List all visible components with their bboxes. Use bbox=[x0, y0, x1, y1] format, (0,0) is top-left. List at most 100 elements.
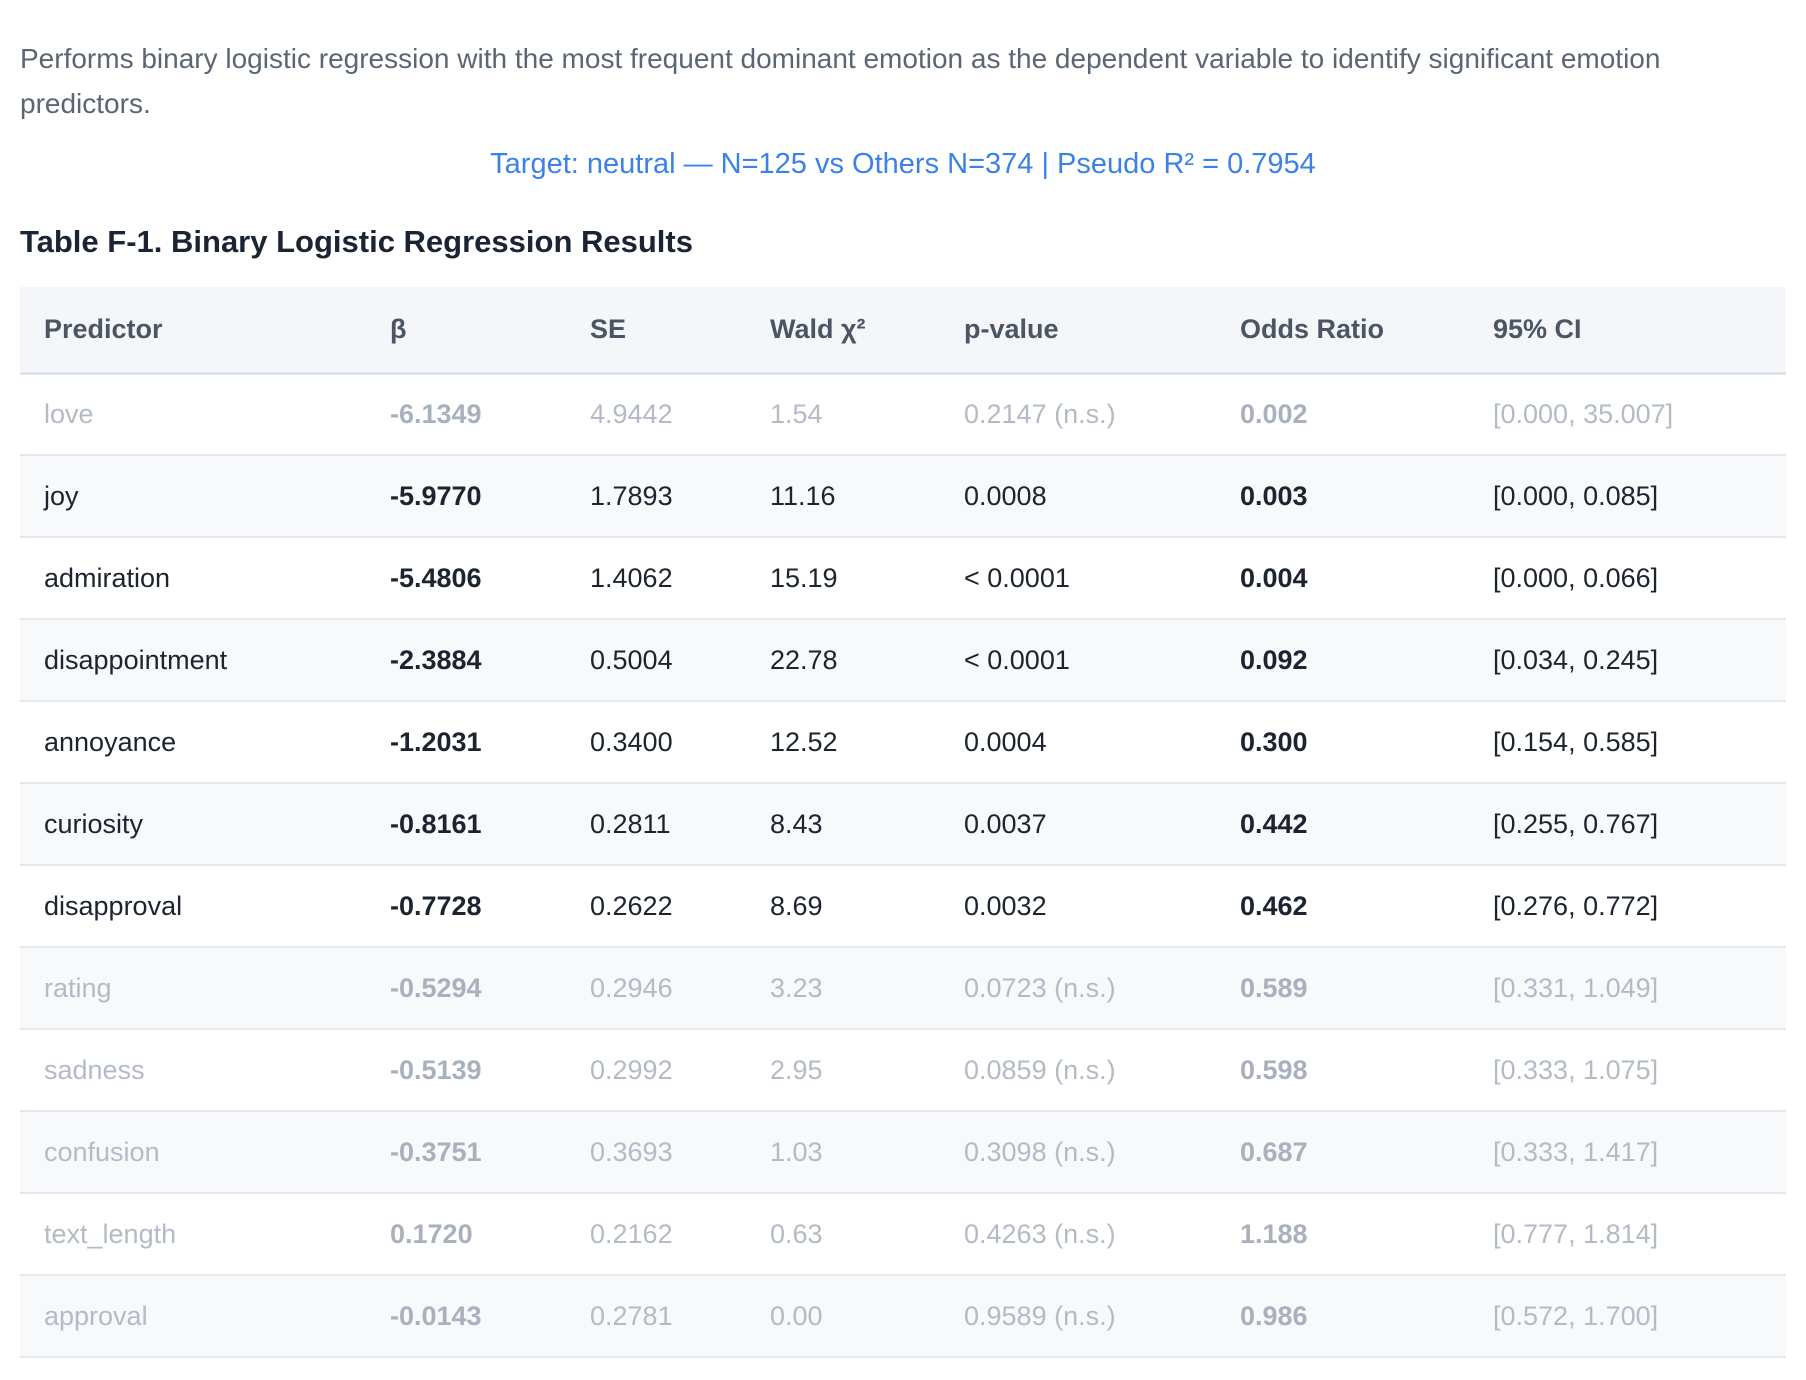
cell-ci: [0.331, 1.049] bbox=[1469, 947, 1786, 1030]
cell-odds-ratio: 0.986 bbox=[1216, 1275, 1469, 1358]
cell-p-value: 0.9589 (n.s.) bbox=[940, 1275, 1216, 1358]
cell-p-value: 0.0037 bbox=[940, 783, 1216, 866]
table-header-row: Predictor β SE Wald χ² p-value Odds Rati… bbox=[20, 287, 1786, 375]
cell-beta: -6.1349 bbox=[366, 373, 566, 456]
cell-se: 0.2992 bbox=[566, 1029, 746, 1112]
cell-wald: 1.54 bbox=[746, 373, 940, 456]
cell-ci: [0.000, 35.007] bbox=[1469, 373, 1786, 456]
table-row: annoyance -1.2031 0.3400 12.52 0.0004 0.300 [0… bbox=[20, 701, 1786, 784]
cell-beta: -0.5139 bbox=[366, 1029, 566, 1112]
model-summary: Target: neutral — N=125 vs Others N=374 … bbox=[490, 148, 1316, 180]
cell-p-value: 0.0008 bbox=[940, 455, 1216, 538]
cell-ci: [0.333, 1.417] bbox=[1469, 1111, 1786, 1194]
cell-odds-ratio: 0.462 bbox=[1216, 865, 1469, 948]
cell-p-value: < 0.0001 bbox=[940, 537, 1216, 620]
cell-se: 0.2162 bbox=[566, 1193, 746, 1276]
cell-beta: -2.3884 bbox=[366, 619, 566, 702]
cell-predictor: confusion bbox=[20, 1111, 366, 1194]
cell-p-value: 0.3098 (n.s.) bbox=[940, 1111, 1216, 1194]
cell-odds-ratio: 0.004 bbox=[1216, 537, 1469, 620]
cell-p-value: 0.4263 (n.s.) bbox=[940, 1193, 1216, 1276]
table-row: disapproval -0.7728 0.2622 8.69 0.0032 0.462[… bbox=[20, 865, 1786, 948]
cell-odds-ratio: 0.002 bbox=[1216, 373, 1469, 456]
cell-odds-ratio: 1.188 bbox=[1216, 1193, 1469, 1276]
table-row: confusion -0.3751 0.3693 1.03 0.3098 (n.s.) 0… bbox=[20, 1111, 1786, 1194]
cell-odds-ratio: 0.300 bbox=[1216, 701, 1469, 784]
cell-se: 0.3693 bbox=[566, 1111, 746, 1194]
table-row: disappointment -2.3884 0.5004 22.78 < 0.0001… bbox=[20, 619, 1786, 702]
cell-predictor: love bbox=[20, 373, 366, 456]
cell-se: 0.2946 bbox=[566, 947, 746, 1030]
column-header-beta: β bbox=[366, 287, 566, 375]
cell-predictor: rating bbox=[20, 947, 366, 1030]
cell-ci: [0.777, 1.814] bbox=[1469, 1193, 1786, 1276]
table-row: text_length 0.1720 0.2162 0.63 0.4263 (n.s.)… bbox=[20, 1193, 1786, 1276]
page-description: Performs binary logistic regression with… bbox=[20, 43, 1661, 119]
cell-ci: [0.572, 1.700] bbox=[1469, 1275, 1786, 1358]
column-header-predictor: Predictor bbox=[20, 287, 366, 375]
cell-se: 0.2811 bbox=[566, 783, 746, 866]
cell-predictor: admiration bbox=[20, 537, 366, 620]
regression-results-table: Predictor β SE Wald χ² p-value Odds Rati… bbox=[20, 287, 1786, 1358]
cell-beta: -0.0143 bbox=[366, 1275, 566, 1358]
cell-beta: -5.9770 bbox=[366, 455, 566, 538]
cell-p-value: 0.0859 (n.s.) bbox=[940, 1029, 1216, 1112]
cell-wald: 1.03 bbox=[746, 1111, 940, 1194]
table-title: Table F-1. Binary Logistic Regression Re… bbox=[20, 224, 693, 259]
cell-wald: 22.78 bbox=[746, 619, 940, 702]
table-row: joy -5.9770 1.7893 11.16 0.0008 0.003 [0.000, … bbox=[20, 455, 1786, 538]
cell-odds-ratio: 0.598 bbox=[1216, 1029, 1469, 1112]
column-header-p-value: p-value bbox=[940, 287, 1216, 375]
cell-se: 1.4062 bbox=[566, 537, 746, 620]
cell-p-value: 0.2147 (n.s.) bbox=[940, 373, 1216, 456]
cell-odds-ratio: 0.092 bbox=[1216, 619, 1469, 702]
column-header-ci: 95% CI bbox=[1469, 287, 1786, 375]
cell-ci: [0.255, 0.767] bbox=[1469, 783, 1786, 866]
column-header-wald: Wald χ² bbox=[746, 287, 940, 375]
cell-odds-ratio: 0.687 bbox=[1216, 1111, 1469, 1194]
cell-ci: [0.000, 0.085] bbox=[1469, 455, 1786, 538]
cell-beta: -0.5294 bbox=[366, 947, 566, 1030]
cell-wald: 0.00 bbox=[746, 1275, 940, 1358]
cell-wald: 2.95 bbox=[746, 1029, 940, 1112]
cell-ci: [0.034, 0.245] bbox=[1469, 619, 1786, 702]
cell-ci: [0.154, 0.585] bbox=[1469, 701, 1786, 784]
cell-predictor: curiosity bbox=[20, 783, 366, 866]
cell-se: 0.5004 bbox=[566, 619, 746, 702]
cell-wald: 3.23 bbox=[746, 947, 940, 1030]
column-header-se: SE bbox=[566, 287, 746, 375]
cell-p-value: 0.0032 bbox=[940, 865, 1216, 948]
cell-wald: 11.16 bbox=[746, 455, 940, 538]
cell-predictor: sadness bbox=[20, 1029, 366, 1112]
cell-se: 0.2622 bbox=[566, 865, 746, 948]
cell-predictor: disappointment bbox=[20, 619, 366, 702]
cell-odds-ratio: 0.442 bbox=[1216, 783, 1469, 866]
cell-wald: 15.19 bbox=[746, 537, 940, 620]
cell-wald: 8.69 bbox=[746, 865, 940, 948]
column-header-odds-ratio: Odds Ratio bbox=[1216, 287, 1469, 375]
cell-odds-ratio: 0.589 bbox=[1216, 947, 1469, 1030]
cell-se: 0.2781 bbox=[566, 1275, 746, 1358]
cell-wald: 0.63 bbox=[746, 1193, 940, 1276]
cell-beta: -0.7728 bbox=[366, 865, 566, 948]
cell-predictor: joy bbox=[20, 455, 366, 538]
cell-wald: 8.43 bbox=[746, 783, 940, 866]
cell-predictor: text_length bbox=[20, 1193, 366, 1276]
cell-wald: 12.52 bbox=[746, 701, 940, 784]
table-row: love -6.1349 4.9442 1.54 0.2147 (n.s.) 0.002[… bbox=[20, 373, 1786, 456]
cell-ci: [0.333, 1.075] bbox=[1469, 1029, 1786, 1112]
cell-beta: -5.4806 bbox=[366, 537, 566, 620]
cell-p-value: < 0.0001 bbox=[940, 619, 1216, 702]
cell-se: 0.3400 bbox=[566, 701, 746, 784]
table-row: approval -0.0143 0.2781 0.00 0.9589 (n.s.) 0.… bbox=[20, 1275, 1786, 1358]
cell-odds-ratio: 0.003 bbox=[1216, 455, 1469, 538]
cell-p-value: 0.0004 bbox=[940, 701, 1216, 784]
cell-p-value: 0.0723 (n.s.) bbox=[940, 947, 1216, 1030]
cell-ci: [0.000, 0.066] bbox=[1469, 537, 1786, 620]
cell-beta: -0.8161 bbox=[366, 783, 566, 866]
table-row: admiration -5.4806 1.4062 15.19 < 0.0001 0.00… bbox=[20, 537, 1786, 620]
cell-predictor: annoyance bbox=[20, 701, 366, 784]
cell-predictor: disapproval bbox=[20, 865, 366, 948]
table-body: love -6.1349 4.9442 1.54 0.2147 (n.s.) 0.002[… bbox=[20, 373, 1786, 1358]
table-row: rating -0.5294 0.2946 3.23 0.0723 (n.s.) 0.58… bbox=[20, 947, 1786, 1030]
